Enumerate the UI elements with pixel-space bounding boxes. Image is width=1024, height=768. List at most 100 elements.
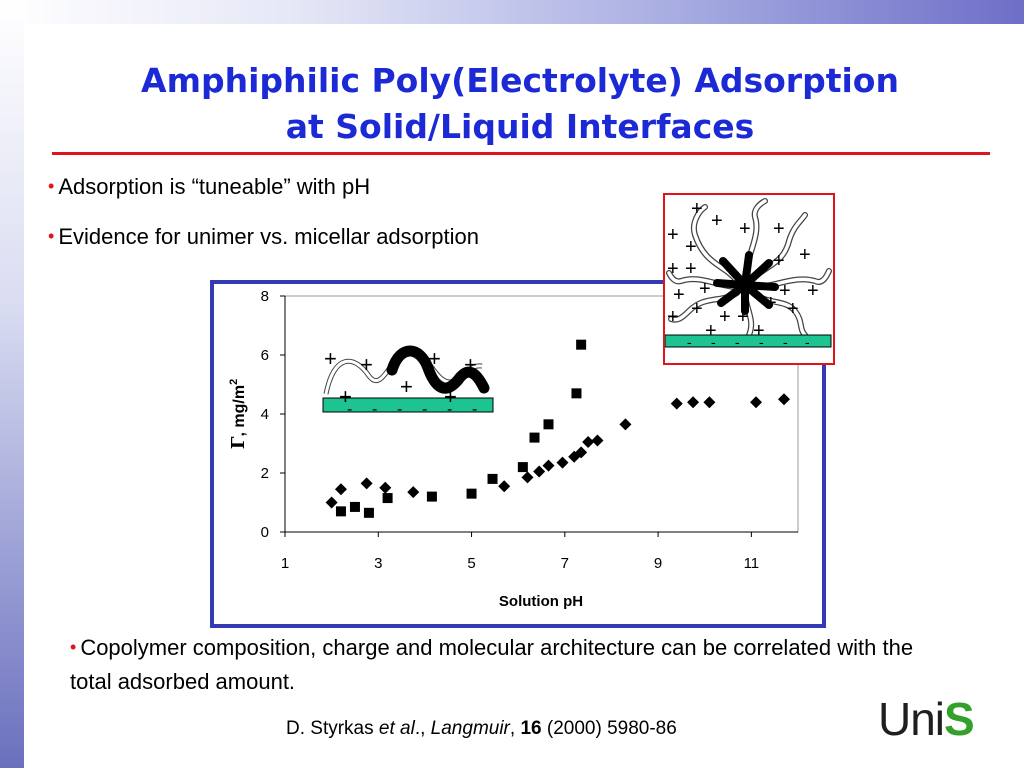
title-line-1: Amphiphilic Poly(Electrolyte) Adsorption <box>141 61 899 100</box>
minus-charge: - <box>447 401 452 418</box>
x-tick-label: 9 <box>654 555 662 572</box>
data-point-diamond <box>325 496 338 509</box>
y-tick-label: 6 <box>261 347 269 364</box>
plus-charge: + <box>719 306 731 328</box>
minus-charge: - <box>783 334 788 350</box>
plus-charge: + <box>737 306 749 328</box>
data-point-square <box>517 462 528 473</box>
polymer-chain-on-surface-icon: + + + + + + + - - - - - - <box>322 345 494 418</box>
y-tick-label: 2 <box>261 465 269 482</box>
citation-separator: , <box>509 718 521 739</box>
data-point-diamond <box>556 456 569 469</box>
plus-charge: + <box>787 298 799 320</box>
slide-title: Amphiphilic Poly(Electrolyte) Adsorption… <box>60 58 980 150</box>
data-point-square <box>529 432 540 443</box>
x-tick-label: 5 <box>467 555 475 572</box>
data-point-diamond <box>582 436 595 449</box>
minus-charge: - <box>711 334 716 350</box>
data-point-diamond <box>542 459 555 472</box>
citation: D. Styrkas et al., Langmuir, 16 (2000) 5… <box>286 718 677 740</box>
plus-charge: + <box>400 374 413 399</box>
y-tick-label: 0 <box>261 524 269 541</box>
micelle-inset: + + + + + + + + + + + + + + + + + + + + <box>663 193 835 365</box>
plus-charge: + <box>739 218 751 240</box>
data-point-diamond <box>533 465 546 478</box>
data-point-square <box>487 473 498 484</box>
plus-charge: + <box>711 210 723 232</box>
plus-charge: + <box>691 298 703 320</box>
plus-charge: + <box>360 352 373 377</box>
plus-charge: + <box>464 352 477 377</box>
x-tick-label: 11 <box>744 555 760 572</box>
plus-charge: + <box>773 250 785 272</box>
citation-volume: 16 <box>520 718 542 739</box>
bullet-dot-icon: • <box>70 637 77 657</box>
data-point-diamond <box>750 396 763 409</box>
minus-charge: - <box>347 401 352 418</box>
plus-charge: + <box>773 218 785 240</box>
data-point-diamond <box>379 481 392 494</box>
plus-charge: + <box>685 236 697 258</box>
bullet-text: Copolymer composition, charge and molecu… <box>70 635 914 694</box>
plus-charge: + <box>667 224 679 246</box>
plus-charge: + <box>339 384 352 409</box>
minus-charge: - <box>472 401 477 418</box>
data-point-diamond <box>360 477 373 490</box>
y-axis-unit-superscript: 2 <box>228 379 240 385</box>
title-divider <box>52 152 990 155</box>
bullet-dot-icon: • <box>48 226 55 246</box>
plus-charge: + <box>765 292 777 314</box>
data-point-diamond <box>498 480 511 493</box>
citation-separator: ., <box>414 718 431 739</box>
data-point-square <box>543 419 554 430</box>
minus-charge: - <box>397 401 402 418</box>
citation-et-al: et al <box>378 718 415 739</box>
logo-text-uni: Uni <box>878 693 945 745</box>
y-axis-symbol: Γ <box>228 436 249 449</box>
data-point-diamond <box>407 486 420 499</box>
bullet-dot-icon: • <box>48 176 55 196</box>
unis-logo: UniS <box>878 693 975 745</box>
y-axis-unit: , mg/m <box>231 385 248 437</box>
data-point-diamond <box>575 446 588 459</box>
citation-year-pages: (2000) 5980-86 <box>541 718 677 739</box>
plus-charge: + <box>428 346 441 371</box>
minus-charge: - <box>735 334 740 350</box>
left-gradient-band <box>0 0 24 768</box>
y-axis-label: Γ, mg/m2 <box>228 379 249 449</box>
data-point-diamond <box>703 396 716 409</box>
top-gradient-band <box>0 0 1024 24</box>
plus-charge: + <box>699 278 711 300</box>
data-point-diamond <box>687 396 700 409</box>
x-tick-label: 3 <box>374 555 382 572</box>
data-point-square <box>335 506 346 517</box>
data-point-square <box>576 339 587 350</box>
plus-charge: + <box>799 244 811 266</box>
data-point-diamond <box>619 418 632 431</box>
title-line-2: at Solid/Liquid Interfaces <box>285 107 755 146</box>
logo-text-s: S <box>944 693 975 745</box>
data-point-diamond <box>591 434 604 447</box>
data-point-square <box>466 488 477 499</box>
plus-charge: + <box>779 280 791 302</box>
data-point-diamond <box>521 471 534 484</box>
bullet-item: • Adsorption is “tuneable” with pH <box>48 174 370 200</box>
plus-charge: + <box>324 346 337 371</box>
citation-authors: D. Styrkas <box>286 718 379 739</box>
plus-charge: + <box>705 320 717 342</box>
minus-charge: - <box>687 334 692 350</box>
minus-charge: - <box>759 334 764 350</box>
bullet-item: • Copolymer composition, charge and molec… <box>70 630 950 699</box>
plus-charge: + <box>673 284 685 306</box>
plus-charge: + <box>667 306 679 328</box>
micelle-on-surface-icon: + + + + + + + + + + + + + + + + + + + + <box>664 198 832 350</box>
data-point-diamond <box>778 393 791 406</box>
bullet-text: Evidence for unimer vs. micellar adsorpt… <box>58 224 479 249</box>
data-point-diamond <box>670 397 683 410</box>
minus-charge: - <box>422 401 427 418</box>
plus-charge: + <box>753 320 765 342</box>
y-tick-label: 8 <box>261 288 269 305</box>
data-point-square <box>349 501 360 512</box>
x-axis-label: Solution pH <box>499 593 583 610</box>
